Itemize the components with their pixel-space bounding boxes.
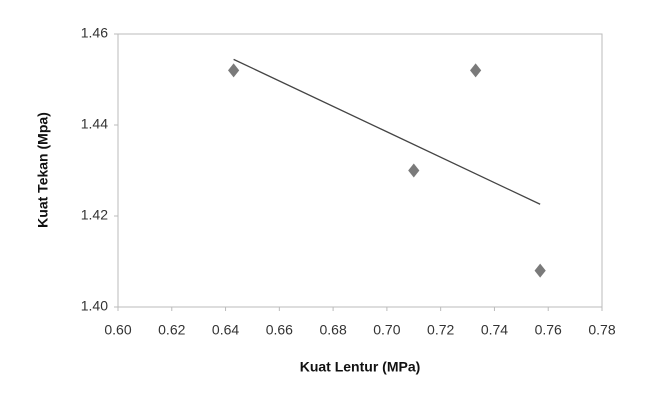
data-point [228, 63, 240, 78]
data-point [470, 63, 482, 78]
x-tick-label: 0.64 [212, 322, 239, 338]
x-tick-label: 0.60 [104, 322, 131, 338]
x-tick-label: 0.62 [158, 322, 185, 338]
y-tick-label: 1.42 [81, 207, 108, 223]
y-tick-label: 1.44 [81, 116, 108, 132]
x-tick-label: 0.70 [373, 322, 400, 338]
x-tick-label: 0.78 [588, 322, 615, 338]
y-tick-label: 1.40 [81, 298, 108, 314]
y-tick-label: 1.46 [81, 25, 108, 41]
x-tick-label: 0.66 [266, 322, 293, 338]
x-tick-label: 0.68 [319, 322, 346, 338]
data-point [534, 263, 546, 278]
x-axis-title: Kuat Lentur (MPa) [300, 359, 421, 375]
data-point [408, 163, 420, 178]
plot-area [117, 33, 603, 308]
y-axis-title: Kuat Tekan (Mpa) [35, 112, 51, 228]
x-tick-label: 0.74 [481, 322, 508, 338]
trendline [233, 58, 541, 205]
x-tick-label: 0.76 [535, 322, 562, 338]
x-tick-label: 0.72 [427, 322, 454, 338]
